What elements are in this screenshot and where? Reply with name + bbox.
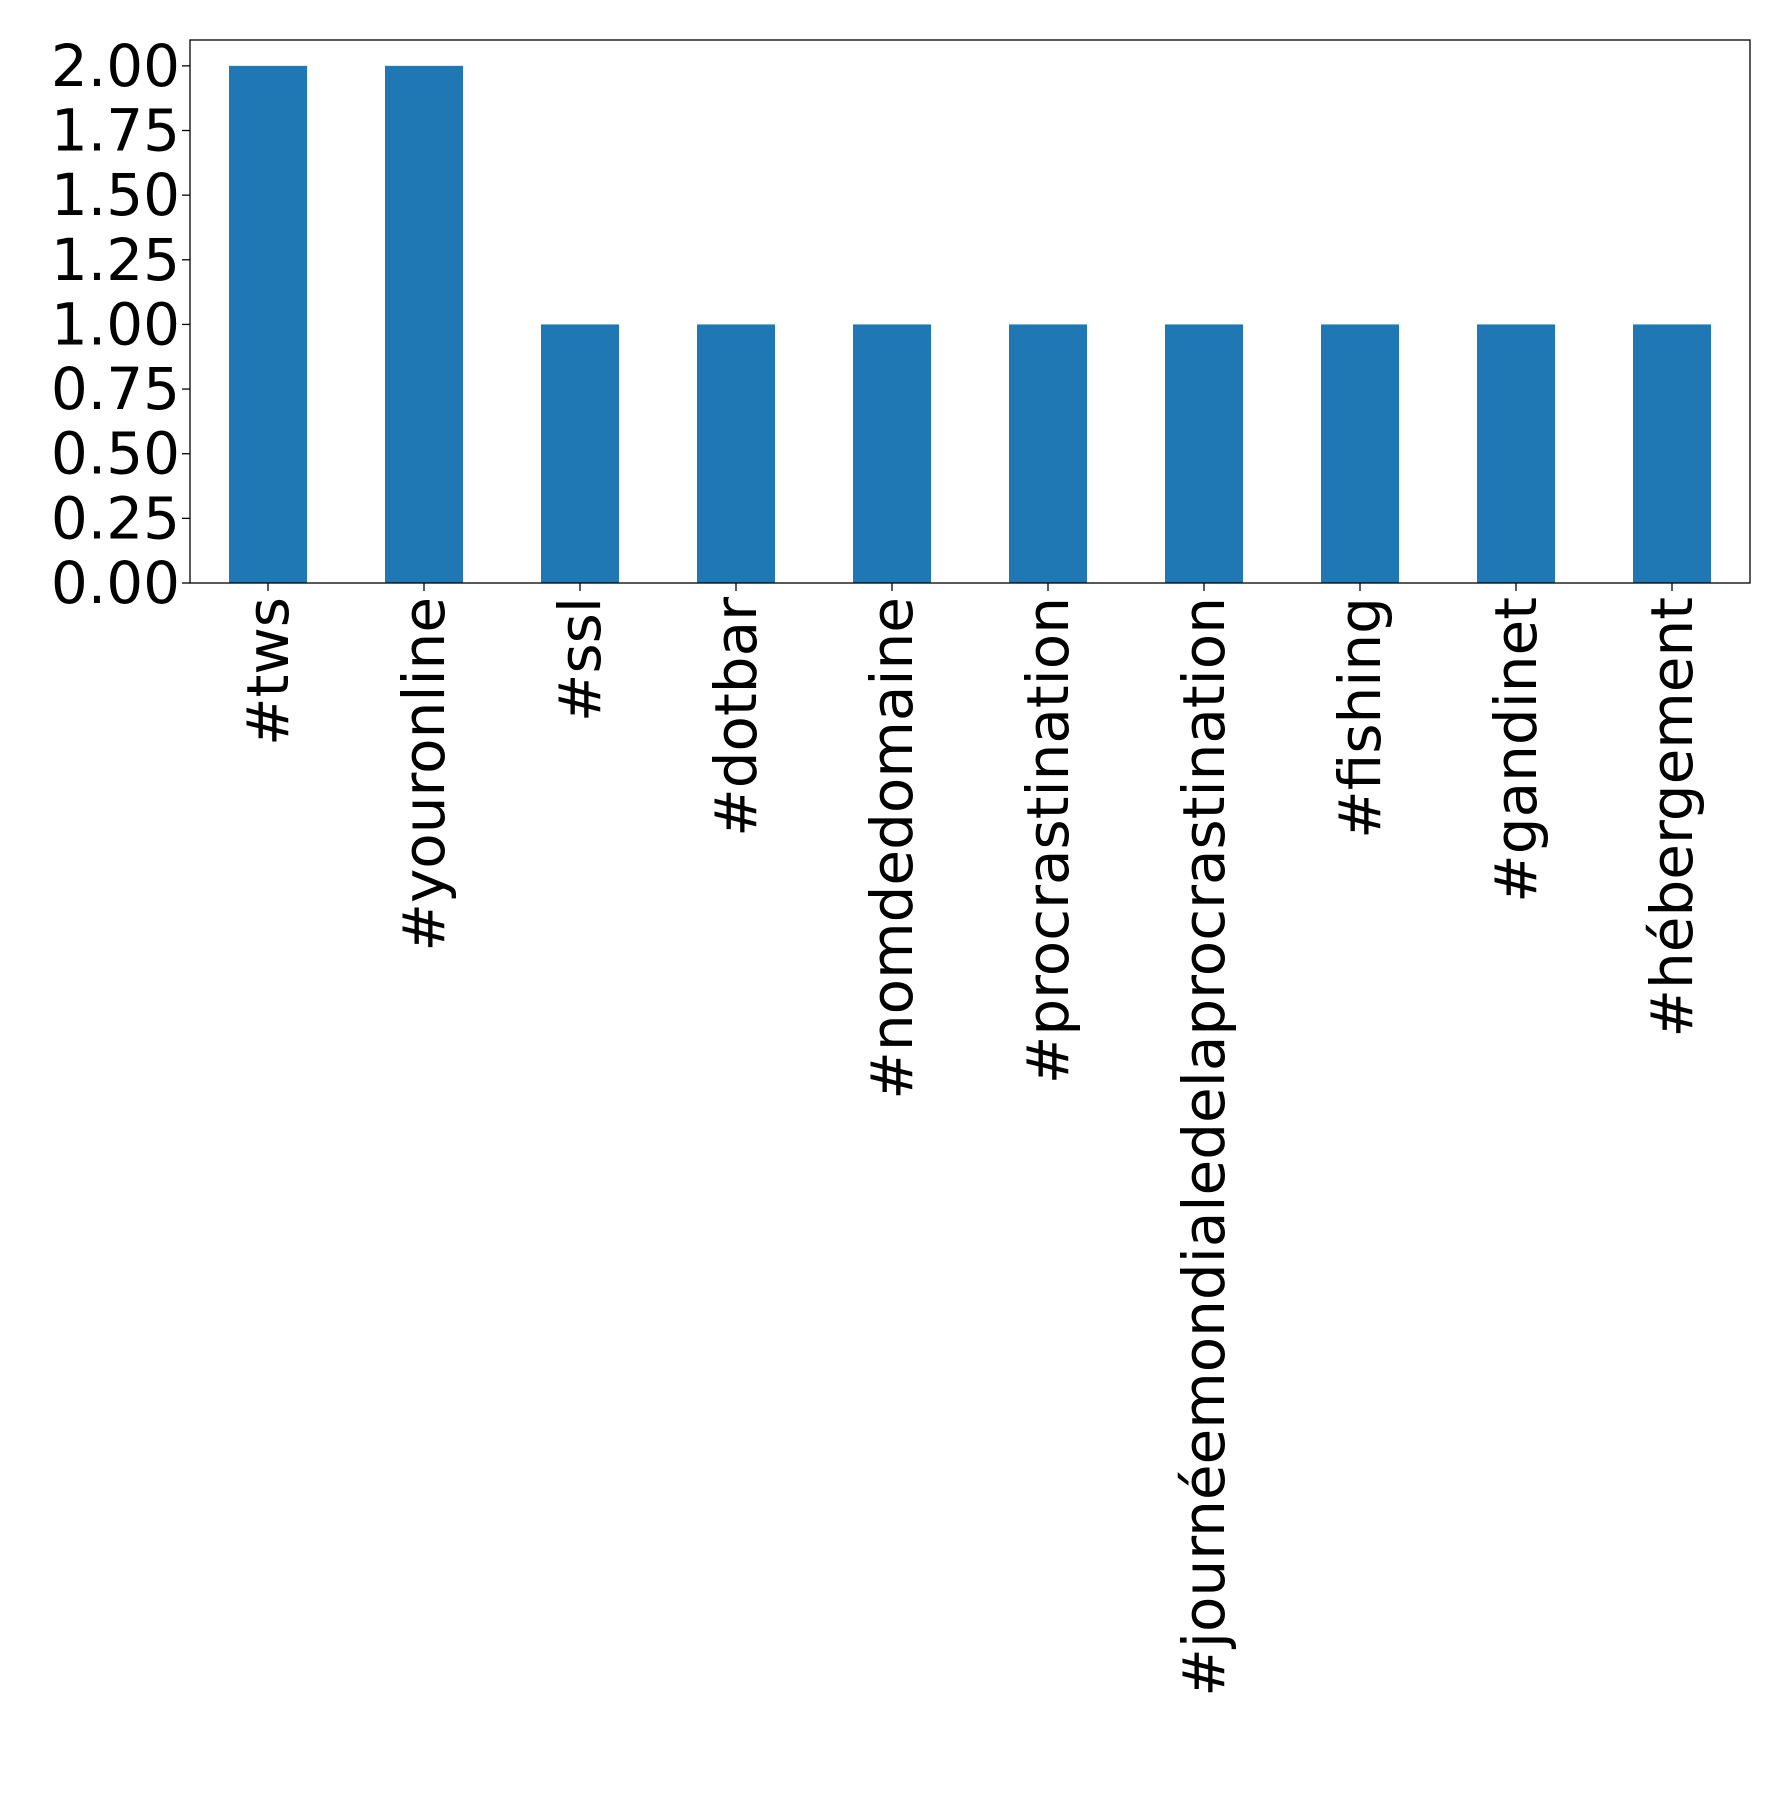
- x-tick-label: #fishing: [1326, 597, 1394, 839]
- bar: [1165, 324, 1243, 583]
- x-tick-label: #tws: [234, 597, 302, 746]
- bar: [229, 65, 307, 584]
- y-tick-label: 1.00: [51, 290, 180, 358]
- x-tick-label: #journéemondialedelaprocrastination: [1170, 597, 1238, 1697]
- bars-group: [229, 65, 1711, 584]
- x-tick-label: #hébergement: [1638, 597, 1706, 1038]
- y-tick-label: 0.00: [51, 549, 180, 617]
- x-axis: #tws #youronline #ssl #dotbar #nomdedomaine #…: [234, 583, 1706, 1697]
- x-tick-label: #gandinet: [1482, 597, 1550, 903]
- x-tick-label: #procrastination: [1014, 597, 1082, 1084]
- y-tick-label: 0.75: [51, 355, 180, 423]
- bar: [853, 324, 931, 583]
- bar: [1321, 324, 1399, 583]
- y-tick-label: 0.50: [51, 420, 180, 488]
- y-tick-label: 2.00: [51, 32, 180, 100]
- y-tick-label: 0.25: [51, 484, 180, 552]
- bar: [541, 324, 619, 583]
- x-tick-label: #nomdedomaine: [858, 597, 926, 1100]
- x-tick-label: #youronline: [390, 597, 458, 952]
- bar: [1009, 324, 1087, 583]
- y-tick-label: 1.25: [51, 226, 180, 294]
- y-axis: 0.000.250.500.751.001.251.501.752.00: [51, 32, 190, 617]
- bar: [1477, 324, 1555, 583]
- bar: [697, 324, 775, 583]
- x-tick-label: #ssl: [546, 597, 614, 722]
- x-tick-label: #dotbar: [702, 597, 770, 837]
- plot-frame: [189, 39, 1751, 584]
- y-tick-label: 1.75: [51, 97, 180, 165]
- y-tick-label: 1.50: [51, 161, 180, 229]
- bar: [385, 65, 463, 584]
- bar: [1633, 324, 1711, 583]
